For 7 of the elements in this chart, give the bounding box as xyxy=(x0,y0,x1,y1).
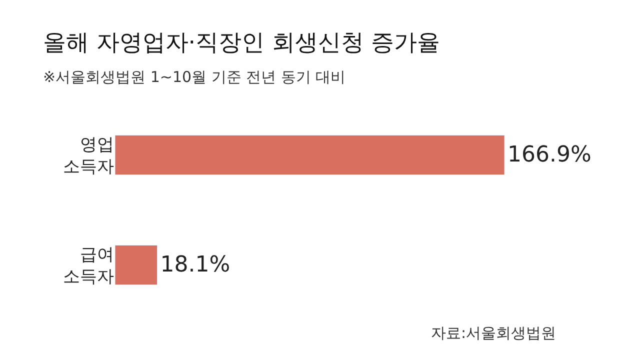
y-tick-label: 급여 소득자 xyxy=(63,244,114,287)
chart-subtitle: ※서울회생법원 1~10월 기준 전년 동기 대비 xyxy=(43,68,346,86)
chart-title: 올해 자영업자·직장인 회생신청 증가율 xyxy=(43,30,440,56)
data-label: 166.9% xyxy=(508,142,592,168)
y-tick-label: 영업 소득자 xyxy=(63,134,114,177)
data-label: 18.1% xyxy=(160,252,230,278)
text: 자료:서울회생법원 xyxy=(431,324,556,342)
